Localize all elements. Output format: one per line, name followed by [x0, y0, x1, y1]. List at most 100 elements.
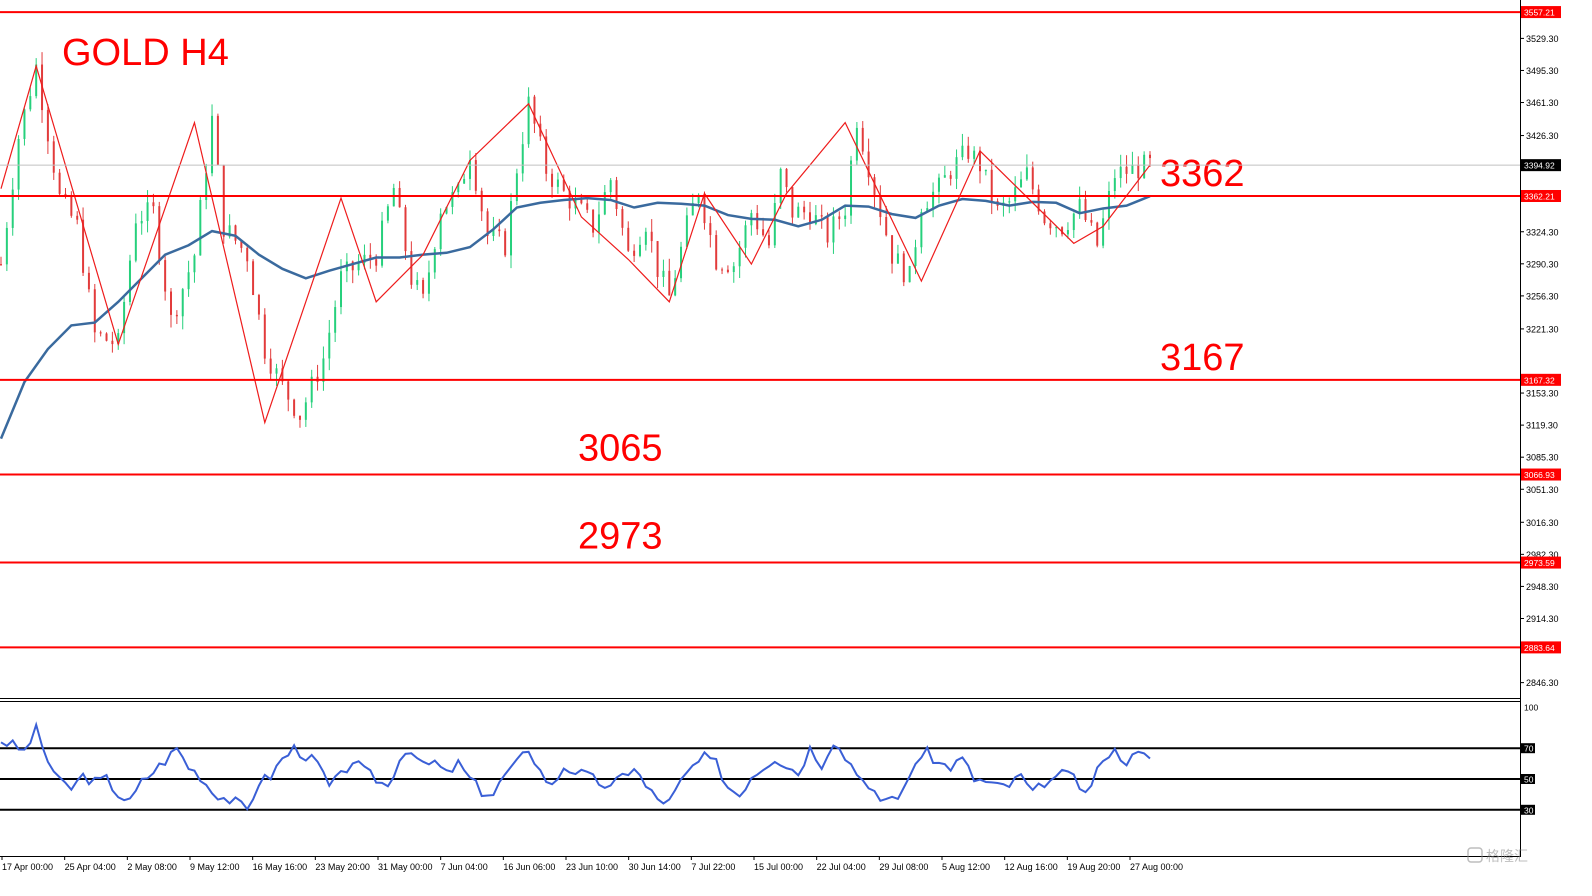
levels-layer: 3557.21 3557 3362.21 3362 3167.32 3167 3066.93…: [0, 0, 1561, 654]
level-label: 2973: [578, 516, 663, 558]
candle-body: [551, 173, 554, 187]
candle-body: [527, 96, 530, 145]
candle-body: [844, 215, 847, 220]
candle-body: [767, 235, 770, 246]
time-tick-label: 30 Jun 14:00: [629, 862, 681, 872]
candle-body: [281, 368, 284, 382]
time-tick-label: 17 Apr 00:00: [2, 862, 53, 872]
candle-body: [234, 225, 237, 241]
price-tick-label: 3051.30: [1526, 485, 1559, 495]
price-tick-label: 3016.30: [1526, 518, 1559, 528]
price-tick-label: 3426.30: [1526, 131, 1559, 141]
level-price-tag: [1521, 373, 1561, 386]
moving-average-line: [0, 195, 1151, 440]
candle-body: [11, 189, 14, 228]
candle-body: [199, 199, 202, 256]
time-tick-label: 2 May 08:00: [127, 862, 177, 872]
candle-body: [680, 246, 683, 279]
level-price-tag: [1521, 189, 1561, 202]
candle-body: [275, 368, 278, 374]
candle-body: [1096, 222, 1099, 246]
candle-body: [861, 127, 864, 152]
candle-body: [1137, 164, 1140, 179]
price-tick-label: 2948.30: [1526, 582, 1559, 592]
candle-body: [257, 295, 260, 315]
candle-body: [885, 217, 888, 236]
rsi-tick-label: 50: [1524, 775, 1534, 785]
candle-body: [691, 203, 694, 216]
rsi-line: [0, 721, 1151, 811]
time-tick-label: 31 May 00:00: [378, 862, 433, 872]
candle-body: [99, 332, 102, 334]
candle-body: [228, 225, 231, 237]
level-price-tag-text: 2883.64: [1524, 643, 1555, 653]
level-label: 3362: [1160, 153, 1245, 195]
candle-body: [1072, 213, 1075, 231]
candle-body: [633, 250, 636, 256]
candle-body: [193, 255, 196, 273]
candle-body: [93, 289, 96, 333]
candle-body: [310, 376, 313, 403]
rsi-tick-label: 70: [1524, 744, 1534, 754]
watermark-logo-icon: [1467, 847, 1483, 863]
candle-body: [685, 215, 688, 247]
price-tick-label: 3461.30: [1526, 98, 1559, 108]
candle-body: [973, 150, 976, 159]
candle-body: [586, 203, 589, 210]
time-tick-label: 29 Jul 08:00: [879, 862, 928, 872]
candle-body: [87, 272, 90, 290]
candle-body: [820, 215, 823, 217]
watermark: 格隆汇: [1467, 847, 1528, 864]
candle-body: [52, 141, 55, 173]
candle-body: [117, 333, 120, 345]
candle-body: [967, 145, 970, 159]
candle-body: [943, 175, 946, 178]
candle-body: [152, 202, 155, 207]
time-tick-label: 22 Jul 04:00: [817, 862, 866, 872]
level-price-tag-text: 2973.59: [1524, 558, 1555, 568]
candle-body: [252, 261, 255, 296]
candle-body: [146, 202, 149, 222]
zigzag-line: [0, 63, 1151, 425]
candle-body: [668, 270, 671, 296]
candle-body: [644, 231, 647, 245]
candle-body: [128, 260, 131, 302]
candle-body: [896, 253, 899, 264]
candle-body: [357, 262, 360, 271]
candle-body: [674, 278, 677, 296]
candle-body: [82, 219, 85, 273]
price-tick-label: 3324.30: [1526, 227, 1559, 237]
candle-body: [955, 157, 958, 179]
zigzag-layer: [0, 63, 1151, 425]
candle-body: [838, 216, 841, 220]
time-tick-label: 7 Jun 04:00: [441, 862, 488, 872]
candle-body: [1107, 191, 1110, 219]
candle-body: [492, 229, 495, 237]
candle-body: [1049, 223, 1052, 229]
time-tick-label: 23 May 20:00: [315, 862, 370, 872]
candle-body: [216, 115, 219, 165]
candle-body: [386, 206, 389, 221]
candle-body: [814, 215, 817, 225]
candle-body: [615, 180, 618, 210]
candle-body: [978, 150, 981, 172]
candle-body: [304, 402, 307, 420]
candle-body: [850, 160, 853, 216]
candle-body: [427, 272, 430, 294]
candle-body: [515, 173, 518, 202]
candle-body: [627, 227, 630, 251]
candle-body: [703, 194, 706, 224]
candle-body: [23, 109, 26, 139]
candle-body: [504, 231, 507, 256]
candle-body: [29, 96, 32, 110]
candle-body: [1066, 230, 1069, 235]
candle-body: [621, 209, 624, 228]
candle-body: [715, 235, 718, 270]
candle-body: [480, 190, 483, 212]
candle-body: [709, 223, 712, 236]
candle-body: [1055, 227, 1058, 229]
candle-body: [187, 272, 190, 290]
rsi-tick-label: 100: [1524, 703, 1538, 713]
candle-body: [650, 231, 653, 242]
candle-body: [1025, 167, 1028, 180]
